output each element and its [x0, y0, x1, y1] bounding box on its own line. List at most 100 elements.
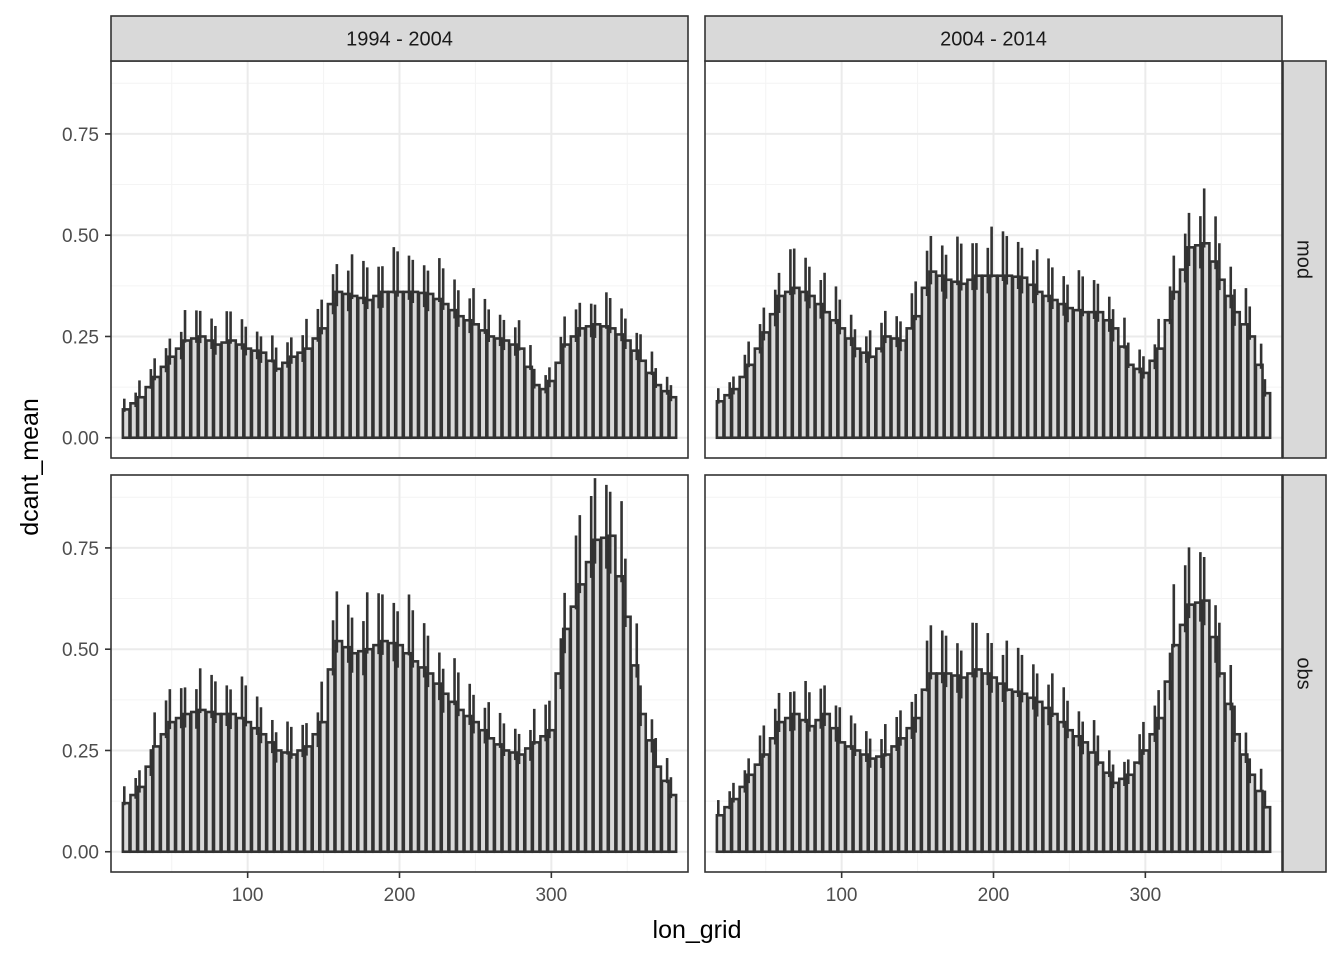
bar: [950, 674, 961, 854]
bar: [144, 765, 154, 854]
x-tick-label: 300: [535, 885, 567, 906]
bar: [227, 712, 238, 854]
bar: [981, 672, 991, 854]
bar: [326, 668, 336, 854]
bar: [174, 716, 184, 854]
bar: [402, 290, 412, 440]
bar: [478, 329, 488, 440]
bar: [182, 712, 192, 854]
bar: [1064, 728, 1075, 854]
bar: [806, 724, 816, 854]
y-tick-label: 0.25: [62, 741, 99, 762]
bar: [897, 737, 907, 854]
bar: [1011, 690, 1021, 854]
bar: [1072, 308, 1082, 440]
bar: [1155, 716, 1166, 854]
bar: [776, 294, 786, 440]
bar: [1042, 294, 1052, 440]
bar: [637, 359, 648, 440]
bar: [516, 753, 526, 854]
bar: [791, 712, 801, 854]
bar: [660, 389, 670, 440]
bar: [1148, 359, 1158, 440]
bar: [1042, 706, 1052, 854]
bar: [356, 296, 367, 440]
bar: [258, 351, 268, 440]
bar: [273, 749, 283, 854]
bar: [935, 274, 945, 440]
bar: [1110, 327, 1120, 440]
bar: [920, 286, 930, 440]
bar: [897, 339, 907, 440]
bar: [417, 291, 427, 440]
bar: [1231, 732, 1242, 854]
bar: [1026, 283, 1037, 440]
bar: [546, 379, 556, 440]
bar: [1171, 643, 1181, 854]
bar: [394, 643, 405, 854]
bar: [410, 660, 420, 854]
bar: [470, 323, 481, 440]
bar: [463, 714, 473, 854]
bar: [645, 739, 655, 854]
bar: [753, 347, 763, 440]
bar: [958, 282, 968, 440]
panel-group: [110, 60, 1283, 873]
bar: [1193, 244, 1204, 440]
bar: [189, 710, 200, 854]
bar: [905, 327, 915, 440]
bar: [326, 302, 336, 440]
bar: [129, 793, 139, 854]
bar: [1254, 789, 1264, 854]
bar: [630, 349, 640, 440]
bar: [622, 339, 632, 440]
y-tick-label: 0.75: [62, 539, 99, 560]
strip-top: [110, 15, 689, 62]
bar: [637, 712, 648, 854]
bar: [1163, 680, 1173, 854]
facet-panel: [110, 474, 689, 873]
bar: [265, 359, 276, 440]
bar: [1262, 805, 1272, 854]
bar: [1095, 310, 1105, 440]
bar: [523, 365, 534, 440]
bar: [882, 335, 892, 440]
bar: [622, 615, 632, 854]
bar: [318, 327, 329, 440]
bar: [425, 672, 435, 854]
bar: [167, 720, 177, 854]
bar: [159, 365, 169, 440]
bar: [1186, 603, 1196, 854]
bar: [341, 292, 351, 440]
bar: [1239, 753, 1249, 854]
bar: [554, 361, 564, 440]
bar: [561, 627, 572, 854]
bar: [235, 343, 245, 440]
y-tick-label: 0.25: [62, 327, 99, 348]
bar: [159, 732, 169, 854]
bar: [486, 335, 496, 440]
bar: [1133, 761, 1143, 854]
bar: [349, 651, 359, 854]
bar: [761, 331, 771, 440]
bar: [440, 692, 450, 854]
bar: [569, 335, 579, 440]
bar: [791, 286, 801, 440]
bar: [852, 347, 862, 440]
bar: [996, 274, 1006, 440]
bar: [1231, 310, 1242, 440]
bar: [516, 347, 526, 440]
bar: [1117, 345, 1128, 440]
bar: [715, 813, 725, 854]
bar: [212, 343, 222, 440]
bar: [167, 355, 177, 440]
bar: [1011, 275, 1021, 440]
bar: [829, 318, 839, 440]
bar-series: [121, 247, 678, 440]
bar: [653, 383, 663, 440]
bar: [470, 720, 481, 854]
bar: [539, 734, 549, 854]
bar: [372, 294, 382, 440]
bar: [668, 395, 678, 440]
bar: [882, 753, 892, 854]
